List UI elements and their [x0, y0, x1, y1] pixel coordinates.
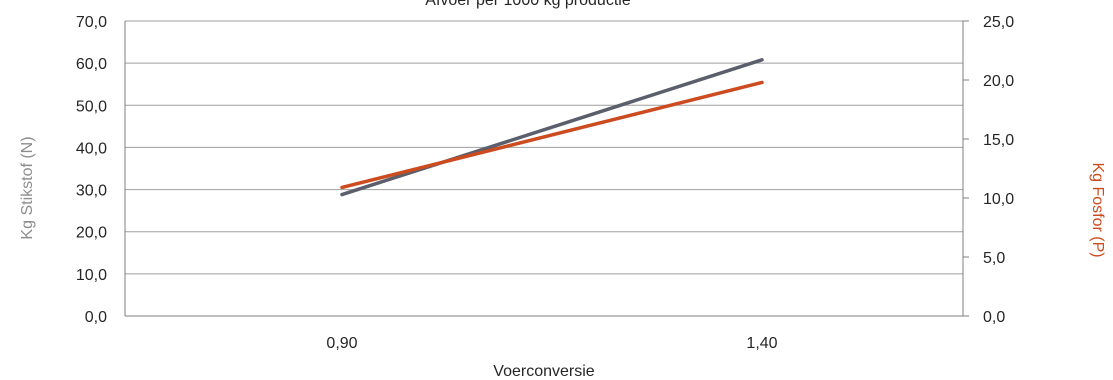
- y-left-tick-label: 70,0: [76, 14, 107, 31]
- x-tick-label: 1,40: [746, 335, 777, 352]
- y-left-tick-label: 10,0: [76, 267, 107, 284]
- y-right-tick-label: 20,0: [983, 73, 1014, 90]
- y-left-tick-label: 20,0: [76, 225, 107, 242]
- y-right-tick-label: 25,0: [983, 14, 1014, 31]
- series-line-P: [340, 80, 764, 190]
- y-left-tick-label: 60,0: [76, 56, 107, 73]
- y-left-tick-label: 50,0: [76, 98, 107, 115]
- y-left-tick-label: 0,0: [85, 309, 107, 326]
- y-axis-left-label: Kg Stikstof (N): [19, 136, 36, 239]
- y-left-tick-label: 30,0: [76, 183, 107, 200]
- y-right-tick-label: 15,0: [983, 132, 1014, 149]
- tick-labels: 0,0 10,0 20,0 30,0 40,0 50,0 60,0 70,0 0,0 5,0 10,…: [76, 14, 1014, 352]
- series-line-N: [340, 58, 764, 197]
- series-lines: [340, 58, 764, 197]
- y-left-tick-label: 40,0: [76, 140, 107, 157]
- y-axis-right-label: Kg Fosfor (P): [1089, 162, 1106, 257]
- y-right-tick-label: 10,0: [983, 191, 1014, 208]
- gridlines: [124, 20, 969, 317]
- x-tick-label: 0,90: [326, 335, 357, 352]
- x-axis-label: Voerconversie: [493, 363, 594, 380]
- chart-title: Afvoer per 1000 kg productie: [425, 0, 631, 9]
- y-right-tick-label: 5,0: [983, 250, 1005, 267]
- y-right-tick-label: 0,0: [983, 309, 1005, 326]
